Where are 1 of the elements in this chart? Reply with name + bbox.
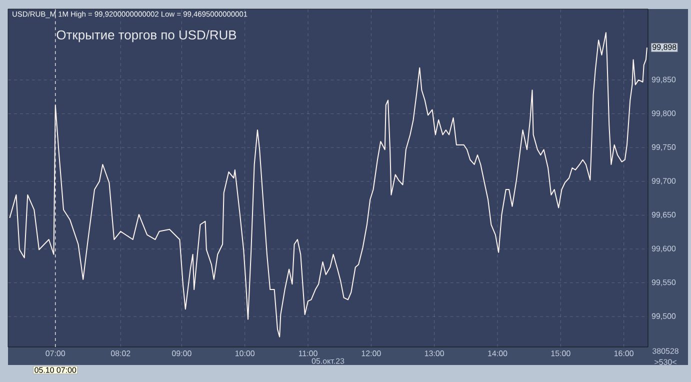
- text: Открытие торгов по USD/RUB: [56, 30, 236, 42]
